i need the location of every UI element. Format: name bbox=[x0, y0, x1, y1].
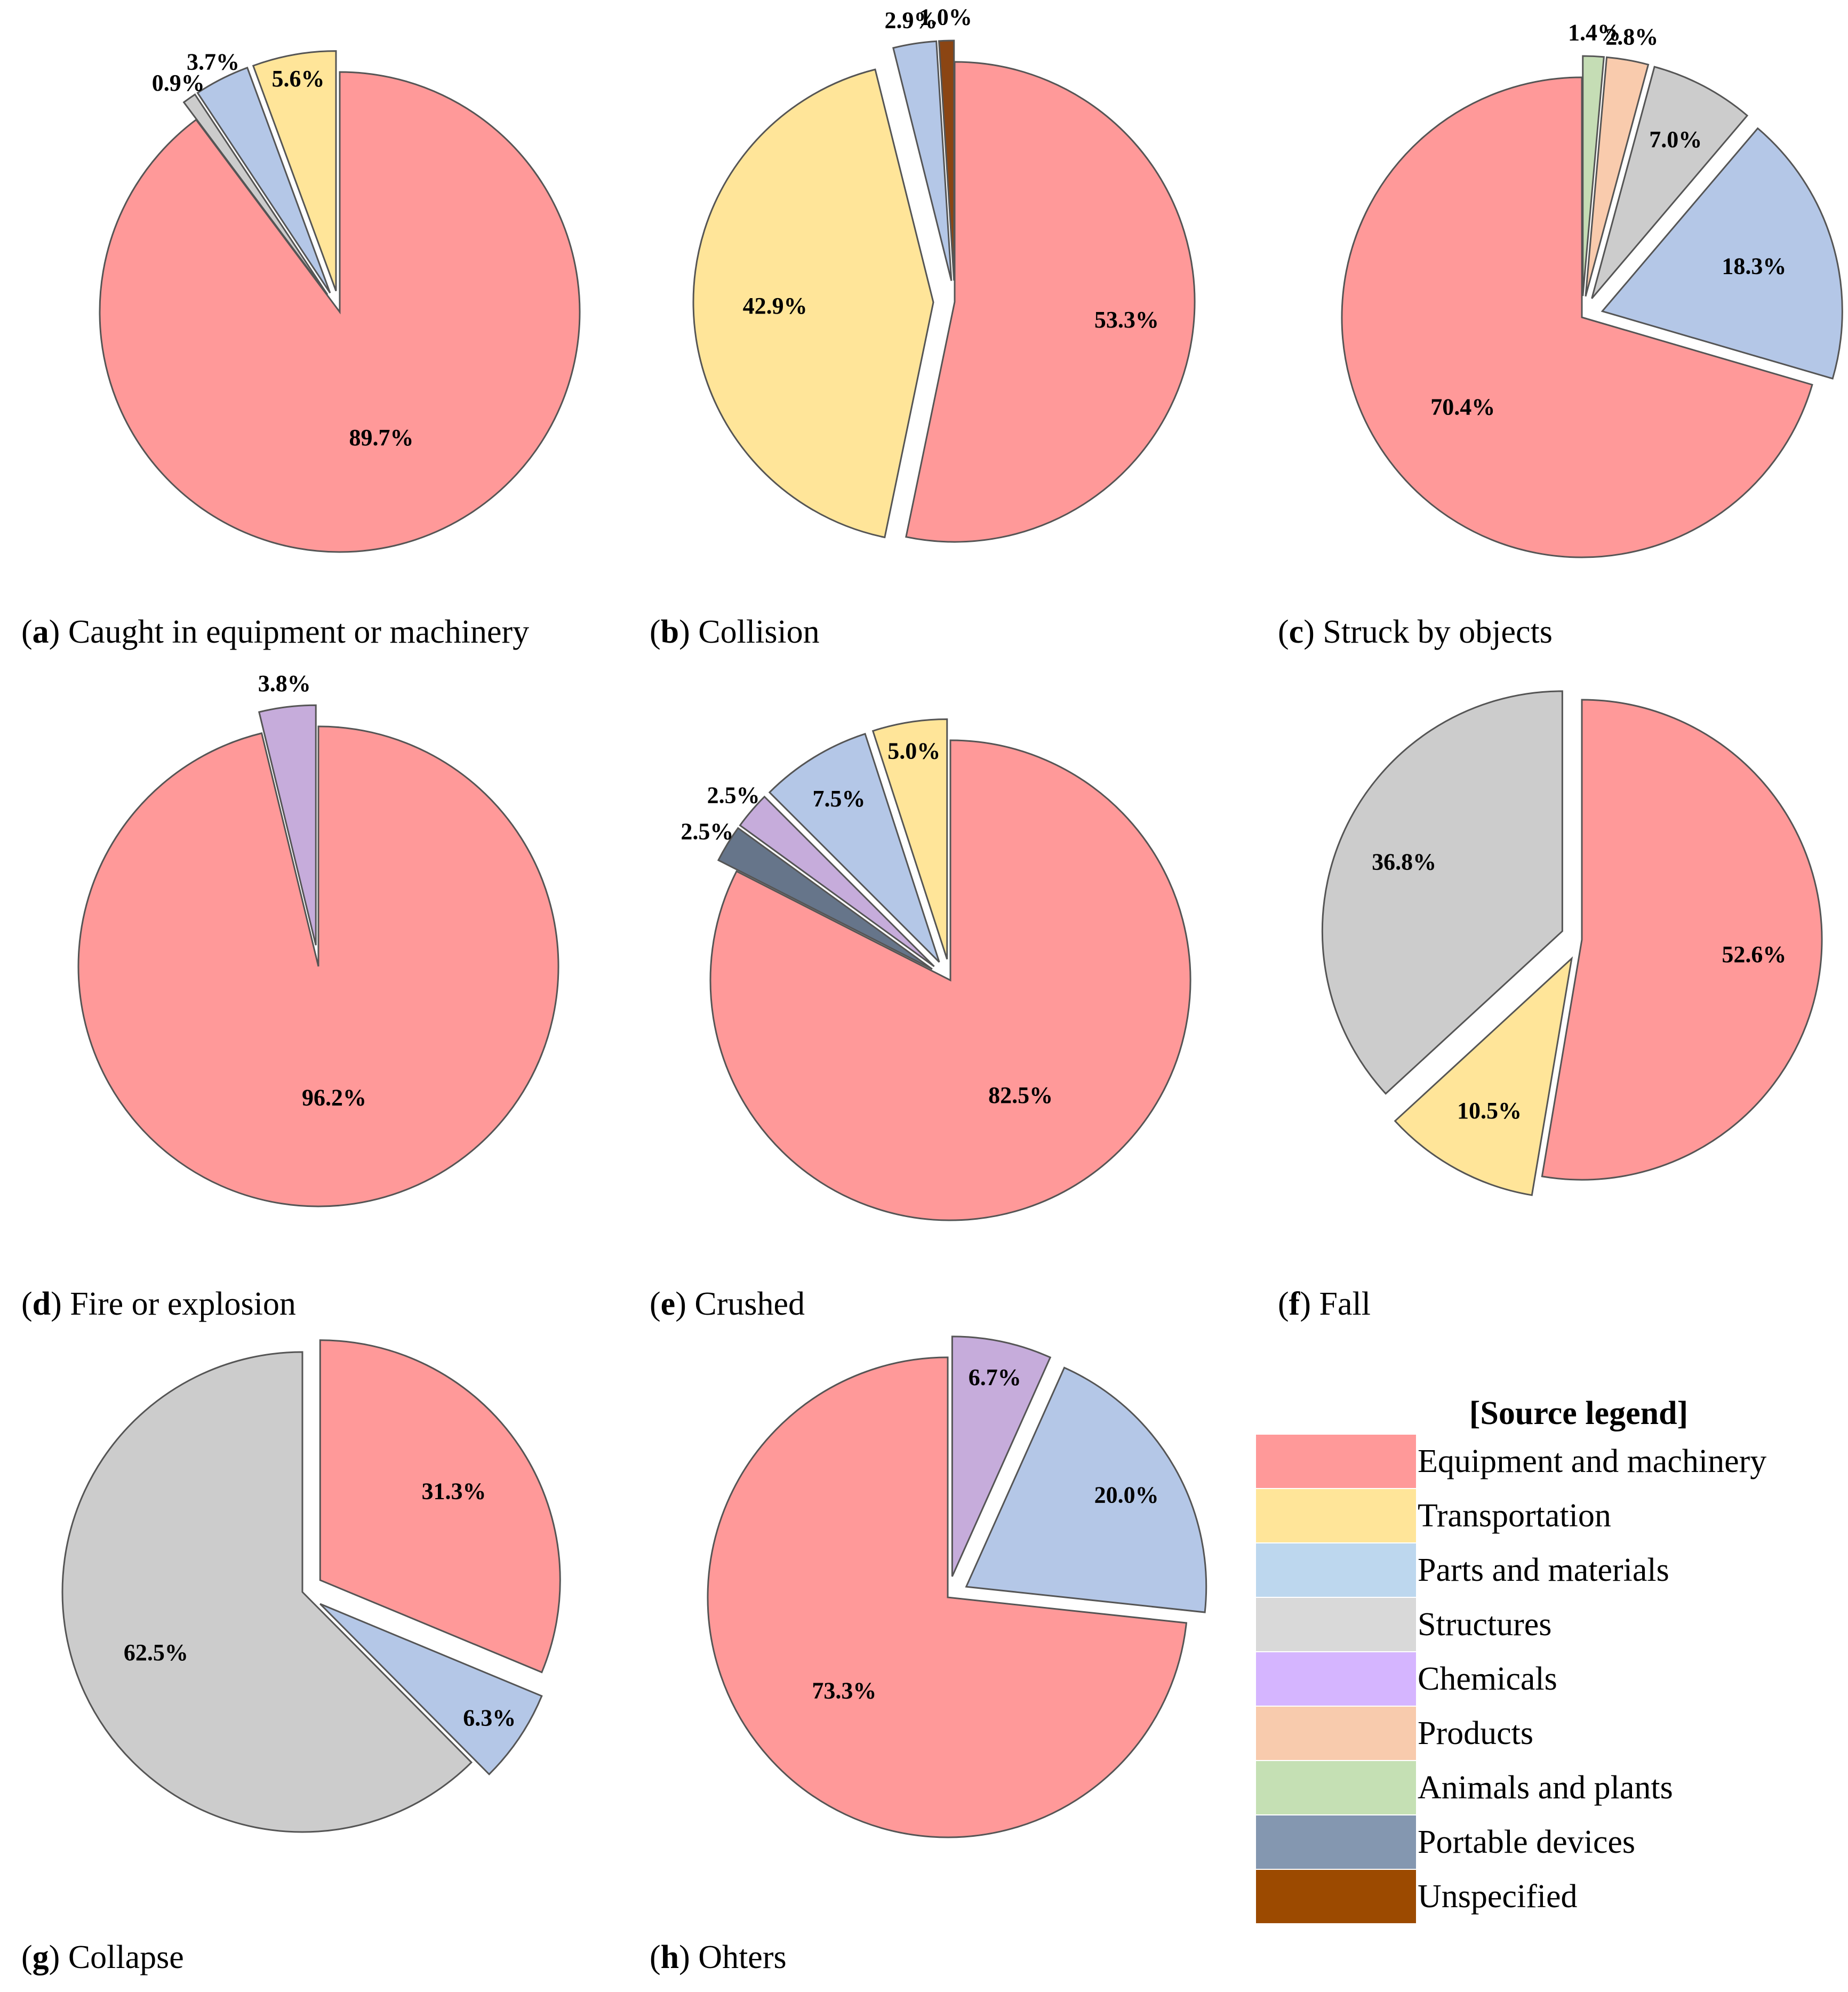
caption-a: (a) Caught in equipment or machinery bbox=[21, 614, 529, 650]
slice-label-d-chemicals: 3.8% bbox=[258, 670, 311, 697]
slice-label-c-parts-and-materials: 18.3% bbox=[1722, 253, 1786, 279]
legend-label-portable-devices: Portable devices bbox=[1418, 1824, 1635, 1860]
pie-chart-a: 5.6% 3.7%0.9% 89.7% (a) Caught in equipment… bbox=[21, 49, 581, 650]
slice-label-h-chemicals: 6.7% bbox=[969, 1364, 1021, 1390]
pie-chart-g: 31.3% 6.3% 62.5% (g) Collapse bbox=[21, 1339, 561, 1975]
slice-label-f-transportation: 10.5% bbox=[1457, 1098, 1522, 1124]
pie-chart-e: 5.0% 7.5% 2.5% 2.5% 82.5% (e) Crushed bbox=[650, 718, 1191, 1322]
slice-e-equipment-and-machinery bbox=[709, 739, 1191, 1221]
legend-swatch-parts-and-materials bbox=[1256, 1543, 1416, 1597]
slice-label-b-transportation: 42.9% bbox=[743, 293, 807, 319]
slice-label-d-equipment-and-machinery: 96.2% bbox=[302, 1085, 366, 1111]
legend-label-transportation: Transportation bbox=[1418, 1498, 1611, 1534]
slice-e-transportation bbox=[871, 718, 948, 959]
slice-label-f-structures: 36.8% bbox=[1372, 849, 1436, 875]
slice-label-g-equipment-and-machinery: 31.3% bbox=[422, 1478, 486, 1504]
pie-chart-d: 3.8% 96.2% (d) Fire or explosion bbox=[21, 670, 559, 1322]
caption-h: (h) Ohters bbox=[650, 1939, 787, 1975]
slice-c-parts-and-materials bbox=[1601, 127, 1843, 380]
legend-swatch-products bbox=[1256, 1707, 1416, 1760]
slice-f-transportation bbox=[1394, 956, 1573, 1196]
slice-f-equipment-and-machinery bbox=[1541, 699, 1823, 1181]
pie-chart-h: 73.3% 20.0% 6.7% (h) Ohters bbox=[650, 1335, 1207, 1975]
legend-swatch-portable-devices bbox=[1256, 1815, 1416, 1869]
slice-d-equipment-and-machinery bbox=[77, 725, 559, 1207]
legend-label-animals-and-plants: Animals and plants bbox=[1418, 1770, 1673, 1806]
slice-label-e-equipment-and-machinery: 82.5% bbox=[988, 1082, 1053, 1108]
legend-swatch-unspecified bbox=[1256, 1870, 1416, 1923]
legend-swatch-animals-and-plants bbox=[1256, 1761, 1416, 1814]
slice-label-c-animals-and-plants: 1.4% bbox=[1568, 20, 1621, 46]
slice-e-parts-and-materials bbox=[768, 733, 940, 963]
slice-f-structures bbox=[1321, 690, 1563, 1095]
slice-label-g-parts-and-materials: 6.3% bbox=[463, 1705, 516, 1731]
caption-f: (f) Fall bbox=[1278, 1286, 1371, 1322]
slice-label-a-structures: 0.9% bbox=[152, 70, 205, 96]
legend-label-equipment-and-machinery: Equipment and machinery bbox=[1418, 1443, 1766, 1479]
slice-a-transportation bbox=[252, 50, 337, 292]
legend-label-unspecified: Unspecified bbox=[1418, 1878, 1578, 1915]
legend-label-chemicals: Chemicals bbox=[1418, 1661, 1557, 1697]
caption-e: (e) Crushed bbox=[650, 1286, 805, 1322]
legend-swatch-transportation bbox=[1256, 1489, 1416, 1542]
caption-d: (d) Fire or explosion bbox=[21, 1286, 296, 1322]
slice-h-chemicals bbox=[951, 1335, 1052, 1577]
slice-g-parts-and-materials bbox=[319, 1603, 543, 1775]
slice-c-products bbox=[1585, 56, 1650, 297]
slice-label-e-chemicals: 2.5% bbox=[707, 782, 760, 809]
slice-label-c-products: 2.8% bbox=[1605, 23, 1658, 50]
slice-a-equipment-and-machinery bbox=[99, 71, 581, 553]
legend-swatch-chemicals bbox=[1256, 1652, 1416, 1706]
slice-h-equipment-and-machinery bbox=[707, 1356, 1188, 1838]
legend-label-structures: Structures bbox=[1418, 1606, 1551, 1643]
slice-h-parts-and-materials bbox=[965, 1366, 1207, 1613]
slice-label-h-equipment-and-machinery: 73.3% bbox=[812, 1677, 876, 1703]
slice-a-parts-and-materials bbox=[196, 67, 331, 294]
slice-c-equipment-and-machinery bbox=[1341, 76, 1813, 558]
slice-label-e-transportation: 5.0% bbox=[887, 738, 940, 764]
slice-a-structures bbox=[182, 93, 329, 295]
legend-label-parts-and-materials: Parts and materials bbox=[1418, 1552, 1669, 1588]
slice-b-parts-and-materials bbox=[892, 40, 953, 281]
caption-b: (b) Collision bbox=[650, 614, 820, 650]
pie-chart-b: 53.3% 42.9% 2.9%1.0% (b) Collision bbox=[650, 4, 1196, 650]
slice-label-c-equipment-and-machinery: 70.4% bbox=[1430, 394, 1495, 420]
legend-label-products: Products bbox=[1418, 1715, 1533, 1751]
slice-d-chemicals bbox=[258, 704, 317, 946]
slice-b-transportation bbox=[692, 68, 934, 539]
slice-label-c-structures: 7.0% bbox=[1649, 126, 1702, 153]
caption-g: (g) Collapse bbox=[21, 1939, 184, 1975]
slice-c-animals-and-plants bbox=[1582, 55, 1605, 297]
slice-label-e-portable-devices: 2.5% bbox=[681, 818, 733, 844]
slice-g-structures bbox=[61, 1351, 473, 1833]
slice-c-structures bbox=[1591, 66, 1749, 299]
slice-label-b-parts-and-materials: 2.9% bbox=[885, 7, 938, 33]
legend-swatch-structures bbox=[1256, 1598, 1416, 1651]
slice-e-portable-devices bbox=[717, 827, 933, 970]
caption-c: (c) Struck by objects bbox=[1278, 614, 1553, 650]
legend-title: [Source legend] bbox=[1469, 1395, 1688, 1431]
slice-label-a-transportation: 5.6% bbox=[272, 66, 325, 92]
slice-e-chemicals bbox=[739, 795, 935, 967]
source-legend: [Source legend] Equipment and machinery Tr… bbox=[1256, 1395, 1766, 1923]
slice-label-g-structures: 62.5% bbox=[124, 1639, 188, 1666]
pie-chart-c: 70.4% 18.3% 7.0% 2.8%1.4% (c) Struck by obje… bbox=[1278, 20, 1843, 650]
pie-chart-f: 52.6% 10.5% 36.8% (f) Fall bbox=[1278, 690, 1823, 1322]
slice-label-e-parts-and-materials: 7.5% bbox=[813, 786, 866, 812]
slice-label-h-parts-and-materials: 20.0% bbox=[1094, 1482, 1159, 1508]
slice-label-f-equipment-and-machinery: 52.6% bbox=[1722, 941, 1786, 967]
slice-label-b-equipment-and-machinery: 53.3% bbox=[1094, 307, 1159, 333]
slice-g-equipment-and-machinery bbox=[319, 1339, 561, 1674]
slice-b-equipment-and-machinery bbox=[905, 61, 1196, 543]
slice-b-unspecified bbox=[938, 39, 955, 281]
slice-label-a-equipment-and-machinery: 89.7% bbox=[349, 425, 414, 451]
legend-swatch-equipment-and-machinery bbox=[1256, 1435, 1416, 1488]
slice-label-a-parts-and-materials: 3.7% bbox=[187, 49, 239, 75]
slice-label-b-unspecified: 1.0% bbox=[919, 4, 972, 30]
